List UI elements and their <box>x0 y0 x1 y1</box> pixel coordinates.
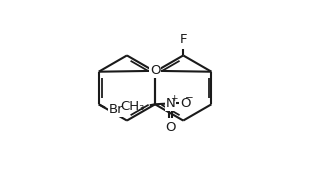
Text: O: O <box>165 121 176 134</box>
Text: O: O <box>150 64 160 77</box>
Text: F: F <box>180 33 187 46</box>
Text: N: N <box>166 97 175 110</box>
Text: O: O <box>180 97 191 110</box>
Text: −: − <box>185 93 194 103</box>
Text: CH₃: CH₃ <box>120 100 144 112</box>
Text: +: + <box>170 94 178 103</box>
Text: Br: Br <box>109 103 123 116</box>
